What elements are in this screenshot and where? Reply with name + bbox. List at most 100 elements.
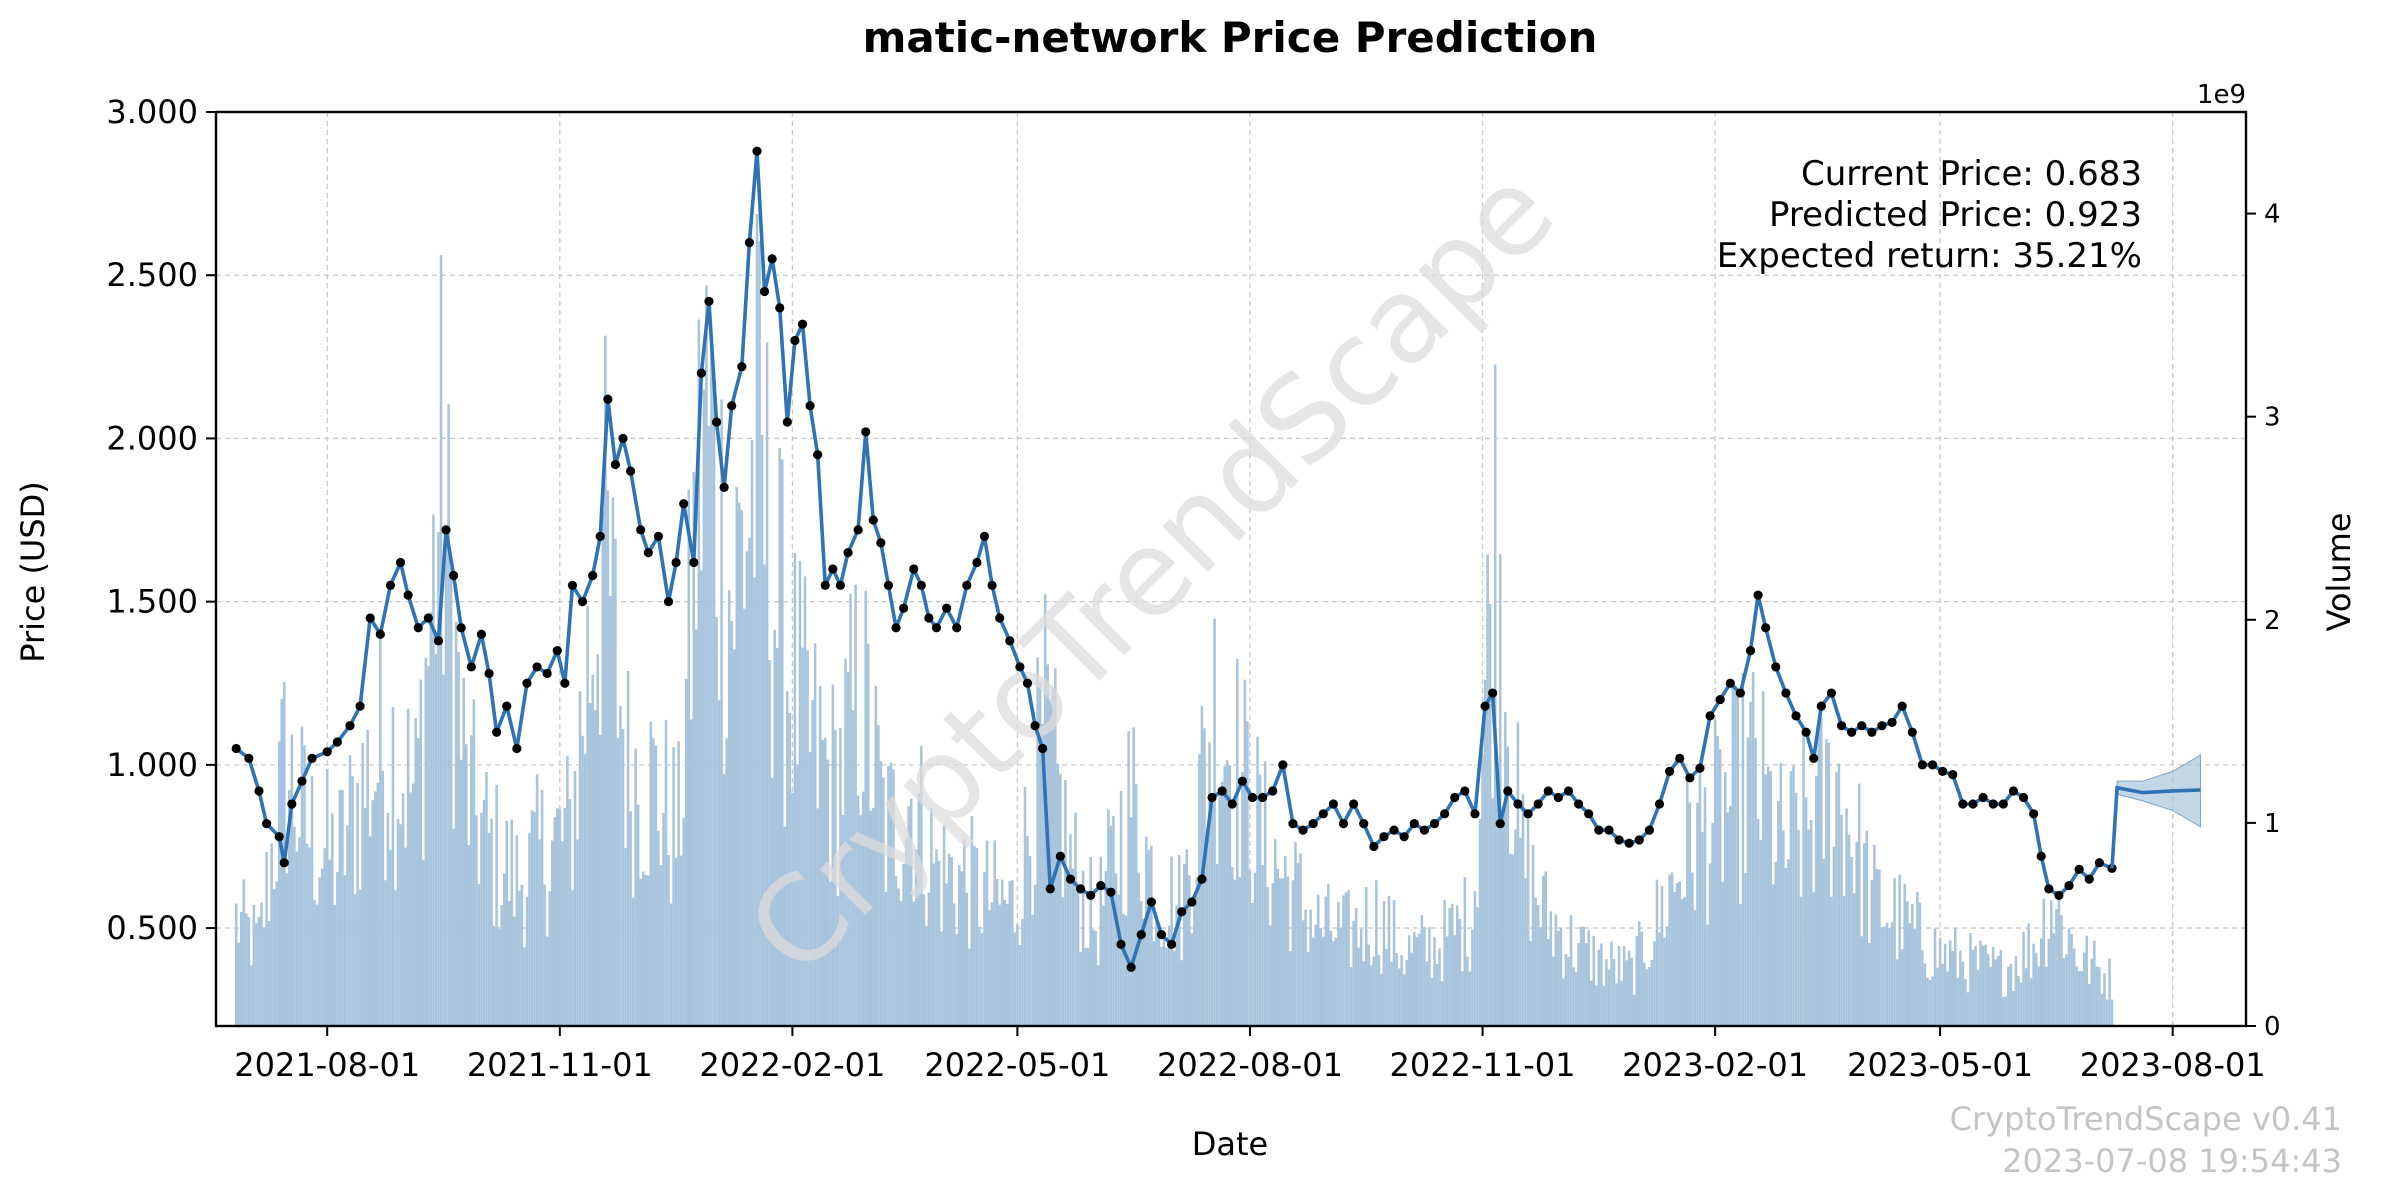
- volume-bar: [1301, 920, 1305, 1026]
- volume-bar: [813, 643, 817, 1026]
- volume-bar: [1868, 943, 1871, 1026]
- volume-bar: [298, 837, 301, 1026]
- volume-bar: [1402, 974, 1406, 1026]
- volume-bar: [1911, 903, 1914, 1026]
- volume-bar: [240, 911, 243, 1026]
- volume-bar: [523, 947, 526, 1026]
- volume-bar: [1248, 870, 1252, 1026]
- volume-bar: [884, 891, 888, 1026]
- volume-bar: [887, 765, 890, 1026]
- price-point: [385, 580, 396, 590]
- price-point: [1705, 711, 1715, 721]
- price-point: [1217, 786, 1227, 796]
- volume-bar: [672, 747, 675, 1026]
- volume-bar: [634, 748, 637, 1026]
- volume-bar: [1016, 924, 1019, 1026]
- volume-bar: [978, 926, 981, 1026]
- volume-bar: [1210, 803, 1214, 1026]
- volume-bar: [1976, 970, 1980, 1026]
- volume-bar: [593, 709, 597, 1026]
- volume-bar: [1579, 926, 1583, 1026]
- volume-bar: [1600, 943, 1603, 1026]
- volume-bar: [465, 744, 468, 1026]
- volume-bar: [1069, 833, 1072, 1026]
- volume-bar: [2002, 996, 2005, 1026]
- volume-bar: [892, 769, 895, 1026]
- volume-bar: [738, 502, 741, 1026]
- price-point: [1584, 809, 1594, 819]
- volume-bar: [295, 851, 299, 1026]
- price-point: [595, 531, 605, 541]
- volume-bar: [2110, 999, 2114, 1026]
- volume-bar: [310, 775, 314, 1026]
- volume-bar: [988, 909, 991, 1026]
- price-point: [987, 580, 997, 590]
- volume-bar: [644, 874, 648, 1026]
- volume-bar: [945, 883, 948, 1026]
- price-point: [1450, 792, 1460, 803]
- price-point: [254, 786, 264, 796]
- price-point: [2084, 874, 2094, 884]
- volume-bar: [1731, 686, 1735, 1026]
- volume-bar: [1883, 926, 1886, 1026]
- price-point: [1086, 890, 1096, 901]
- volume-bar: [902, 863, 905, 1026]
- volume-bar: [1453, 935, 1456, 1026]
- volume-bar: [368, 836, 372, 1026]
- price-point: [782, 417, 792, 427]
- volume-bar: [722, 773, 726, 1026]
- volume-bar: [1074, 812, 1077, 1026]
- volume-bar: [1691, 872, 1694, 1026]
- volume-bar: [1349, 967, 1353, 1026]
- volume-bar: [604, 335, 607, 1026]
- price-point: [1227, 799, 1237, 809]
- volume-bar: [1438, 948, 1441, 1026]
- price-point: [1665, 766, 1675, 776]
- volume-bar: [346, 825, 349, 1026]
- volume-bar: [1966, 992, 1970, 1026]
- volume-bar: [414, 717, 417, 1026]
- price-point: [413, 623, 423, 633]
- price-point: [322, 747, 332, 757]
- volume-bar: [720, 399, 723, 1026]
- volume-bar: [429, 612, 433, 1026]
- price-point: [1470, 809, 1480, 819]
- volume-bar: [859, 815, 862, 1026]
- volume-bar: [533, 811, 536, 1026]
- volume-bar: [1835, 772, 1838, 1026]
- volume-bar: [437, 532, 440, 1026]
- price-point: [502, 701, 512, 711]
- volume-bar: [1400, 954, 1403, 1026]
- price-point: [853, 525, 863, 535]
- price-point: [868, 515, 878, 525]
- volume-bar: [1718, 749, 1722, 1026]
- volume-bar: [872, 807, 875, 1026]
- volume-bar: [520, 884, 524, 1026]
- volume-bar: [1723, 772, 1727, 1026]
- price-point: [899, 603, 909, 613]
- y-tick-label: 1.000: [106, 746, 198, 784]
- price-point: [618, 433, 628, 444]
- volume-bar: [432, 514, 435, 1026]
- volume-bar: [1873, 844, 1876, 1026]
- volume-bar: [1693, 910, 1697, 1026]
- volume-bar: [510, 819, 514, 1026]
- price-point: [244, 753, 254, 763]
- volume-bar: [561, 841, 564, 1026]
- volume-bar: [358, 889, 362, 1026]
- x-tick-label: 2022-11-01: [1390, 1046, 1576, 1084]
- volume-bar: [2090, 958, 2094, 1026]
- volume-bar: [2039, 938, 2043, 1026]
- volume-bar: [1885, 922, 1889, 1026]
- price-point: [542, 668, 552, 679]
- volume-bar: [1789, 771, 1793, 1026]
- volume-bar: [1536, 904, 1540, 1026]
- volume-bar: [2085, 935, 2088, 1026]
- volume-bar: [384, 880, 387, 1026]
- volume-bar: [1117, 894, 1120, 1026]
- price-point: [1187, 897, 1197, 907]
- volume-bar: [1771, 884, 1775, 1026]
- volume-bar: [1385, 949, 1388, 1026]
- price-point: [797, 319, 808, 329]
- volume-bar: [1076, 885, 1080, 1026]
